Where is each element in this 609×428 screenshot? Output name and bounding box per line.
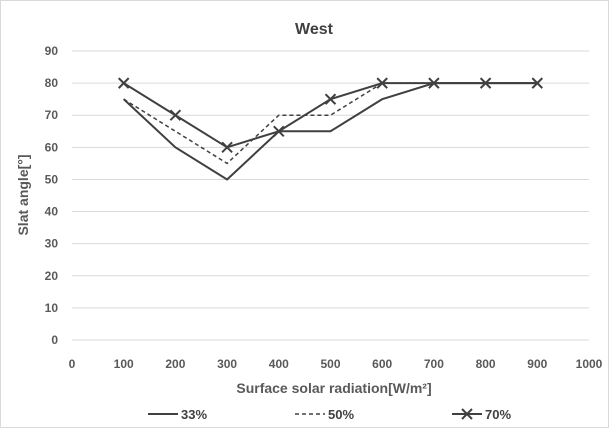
y-tick-label: 80: [45, 76, 59, 90]
gridlines: [72, 50, 589, 341]
x-tick-label: 400: [269, 357, 289, 371]
legend-label: 70%: [485, 407, 511, 422]
y-tick-label: 10: [45, 301, 59, 315]
data-point-marker: [221, 141, 233, 154]
data-point-marker: [531, 77, 544, 89]
legend-label: 33%: [181, 407, 207, 422]
x-tick-label: 200: [165, 357, 185, 371]
series-line-33%: [123, 82, 538, 181]
y-axis-label: Slat angle[°]: [15, 154, 31, 235]
x-tick-label: 500: [320, 357, 340, 371]
x-axis-ticks: 0 100 200 300 400 500 600 700 800 900 1000: [69, 357, 603, 371]
y-tick-label: 0: [51, 333, 58, 347]
x-tick-label: 0: [69, 357, 76, 371]
x-tick-label: 600: [372, 357, 392, 371]
x-tick-label: 1000: [576, 357, 603, 371]
x-tick-label: 700: [424, 357, 444, 371]
y-tick-label: 30: [45, 237, 59, 251]
data-point-marker: [376, 77, 388, 89]
y-tick-label: 60: [45, 140, 59, 154]
legend-label: 50%: [328, 407, 354, 422]
data-point-marker: [273, 125, 285, 137]
y-tick-label: 70: [45, 108, 59, 122]
x-tick-label: 800: [476, 357, 496, 371]
series-group: [117, 77, 544, 181]
x-axis-label: Surface solar radiation[W/m²]: [236, 380, 431, 396]
data-point-marker: [324, 93, 337, 105]
y-tick-label: 90: [45, 44, 59, 58]
legend-marker: [461, 408, 473, 420]
data-point-marker: [479, 77, 492, 89]
x-tick-label: 900: [527, 357, 547, 371]
data-point-marker: [117, 77, 130, 89]
legend: 33% 50% 70%: [148, 407, 511, 422]
x-tick-label: 100: [114, 357, 134, 371]
data-point-marker: [428, 77, 440, 89]
y-tick-label: 50: [45, 172, 59, 186]
y-tick-label: 40: [45, 205, 59, 219]
chart-title: West: [295, 21, 334, 38]
x-tick-label: 300: [217, 357, 237, 371]
y-axis-ticks: 0 10 20 30 40 50 60 70 80 90: [45, 44, 59, 347]
series-line-50%: [123, 82, 538, 165]
y-tick-label: 20: [45, 269, 59, 283]
data-point-marker: [169, 109, 182, 121]
